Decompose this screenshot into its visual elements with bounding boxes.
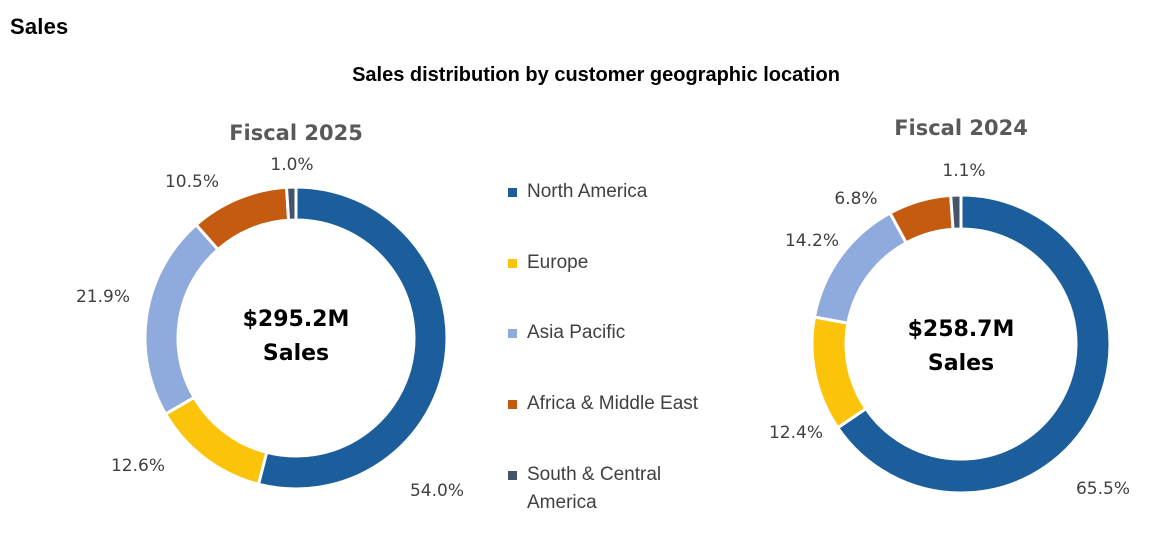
- value-label-fiscal-2025-europe: 12.6%: [111, 456, 165, 476]
- legend-label-asia-pacific: Asia Pacific: [527, 322, 626, 343]
- value-label-fiscal-2025-asia-pacific: 21.9%: [76, 287, 130, 307]
- value-label-fiscal-2024-south-central-america: 1.1%: [942, 161, 985, 181]
- legend-swatch-north-america: [508, 188, 517, 197]
- legend-label-north-america: North America: [527, 181, 648, 202]
- legend-item-europe: Europe: [508, 249, 738, 277]
- value-label-fiscal-2025-south-central-america: 1.0%: [270, 155, 313, 175]
- chart-title: Sales distribution by customer geographi…: [352, 64, 840, 86]
- legend-swatch-africa-middle-east: [508, 400, 517, 409]
- legend-swatch-south-central-america: [508, 471, 517, 480]
- value-label-fiscal-2024-europe: 12.4%: [769, 423, 823, 443]
- donut-fiscal-2024: Fiscal 2024 65.5% 12.4% 14.2% 6.8% 1.1% $258.7…: [769, 116, 1130, 499]
- donut-title-fiscal-2024: Fiscal 2024: [894, 116, 1028, 140]
- value-label-fiscal-2024-asia-pacific: 14.2%: [785, 231, 839, 251]
- center-caption-fiscal-2024: Sales: [928, 351, 994, 376]
- slice-fiscal-2025-africa-middle-east: [194, 185, 291, 252]
- value-label-fiscal-2025-africa-middle-east: 10.5%: [165, 172, 219, 192]
- legend-item-north-america: North America: [508, 178, 738, 206]
- legend-swatch-europe: [508, 259, 517, 268]
- slice-fiscal-2025-south-central-america: [284, 185, 298, 222]
- legend-item-asia-pacific: Asia Pacific: [508, 319, 738, 347]
- value-label-fiscal-2024-africa-middle-east: 6.8%: [834, 189, 877, 209]
- slice-fiscal-2024-asia-pacific: [812, 210, 909, 325]
- value-label-fiscal-2025-north-america: 54.0%: [410, 481, 464, 501]
- slice-fiscal-2024-south-central-america: [949, 193, 963, 231]
- center-total-fiscal-2024: $258.7M: [908, 317, 1015, 342]
- donut-fiscal-2025: Fiscal 2025 54.0% 12.6% 21.9% 10.5% 1.0% $295.…: [76, 121, 464, 501]
- value-label-fiscal-2024-north-america: 65.5%: [1076, 479, 1130, 499]
- slice-fiscal-2025-asia-pacific: [143, 222, 221, 417]
- slice-fiscal-2025-europe: [163, 395, 269, 487]
- center-total-fiscal-2025: $295.2M: [243, 307, 350, 332]
- center-caption-fiscal-2025: Sales: [263, 341, 329, 366]
- slice-fiscal-2024-europe: [810, 315, 868, 430]
- legend-item-south-central-america: South & Central America: [508, 461, 738, 517]
- slice-fiscal-2024-north-america: [835, 193, 1112, 495]
- legend-label-south-central-america: South & Central America: [527, 464, 662, 513]
- legend-label-africa-middle-east: Africa & Middle East: [527, 393, 699, 414]
- legend-label-europe: Europe: [527, 252, 589, 273]
- slice-fiscal-2025-north-america: [256, 185, 449, 491]
- donut-title-fiscal-2025: Fiscal 2025: [229, 121, 363, 145]
- legend-item-africa-middle-east: Africa & Middle East: [508, 390, 738, 418]
- legend-swatch-asia-pacific: [508, 329, 517, 338]
- section-title: Sales: [10, 14, 69, 39]
